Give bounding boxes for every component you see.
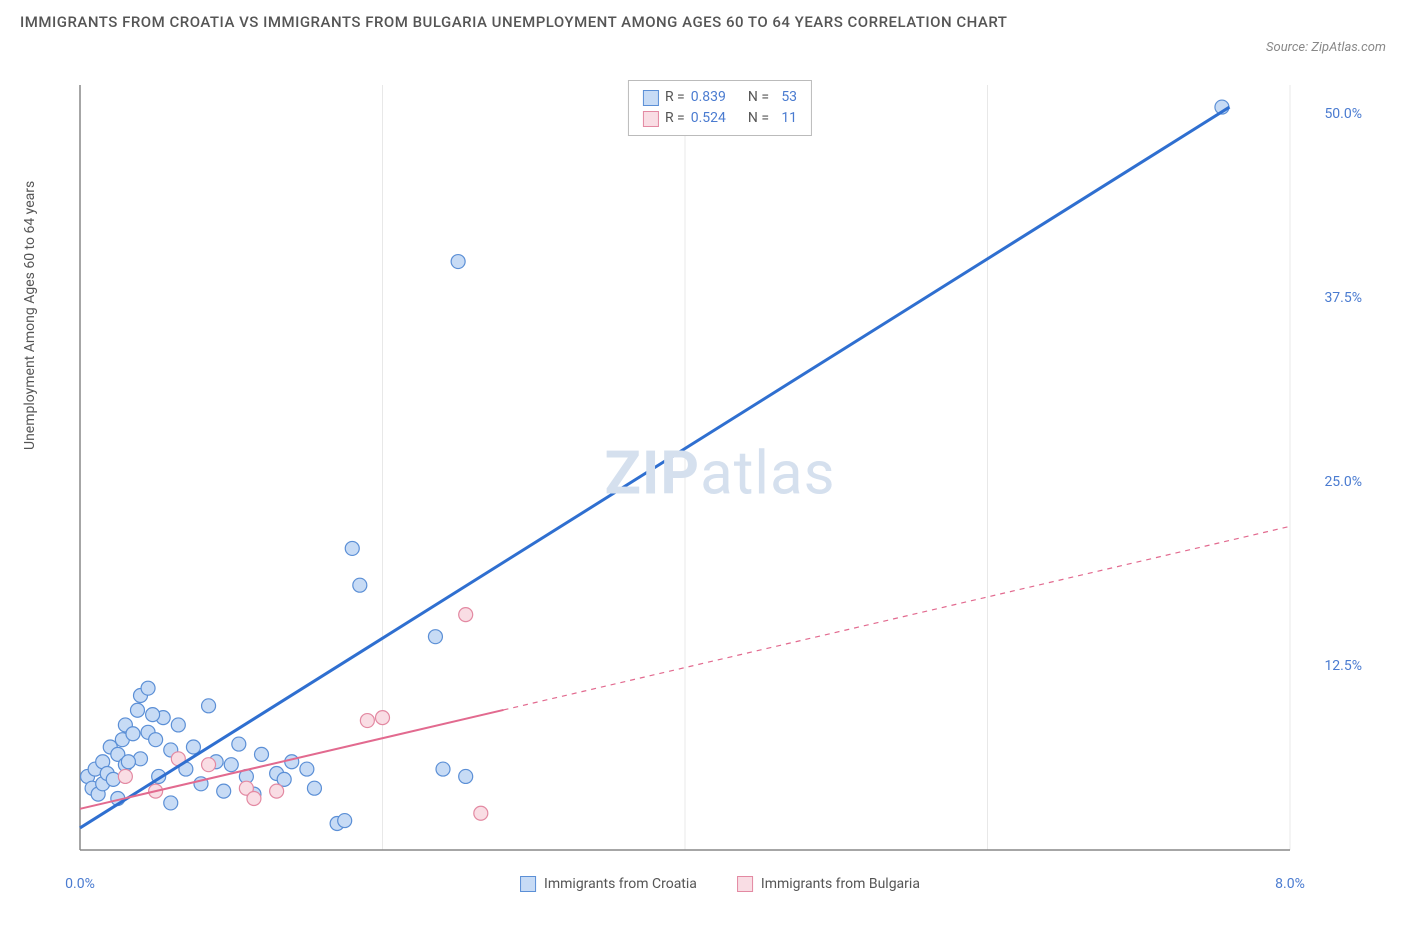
legend-n-label: N = (748, 87, 769, 108)
source-attribution: Source: ZipAtlas.com (1266, 40, 1386, 55)
y-tick-label: 50.0% (1324, 106, 1362, 122)
series-legend-item: Immigrants from Bulgaria (737, 876, 920, 892)
legend-n-value: 53 (775, 87, 797, 108)
series-legend-item: Immigrants from Croatia (520, 876, 697, 892)
legend-r-value: 0.524 (691, 108, 726, 129)
chart-plot-area: ZIPatlas R = 0.839 N = 53 R = 0.524 N = … (70, 75, 1370, 870)
legend-swatch (520, 876, 536, 892)
legend-stat-row: R = 0.524 N = 11 (643, 108, 797, 129)
y-tick-label: 12.5% (1324, 658, 1362, 674)
series-legend-label: Immigrants from Bulgaria (761, 876, 920, 892)
series-legend: Immigrants from Croatia Immigrants from … (520, 876, 920, 892)
legend-swatch (737, 876, 753, 892)
legend-r-label: R = (665, 108, 685, 129)
legend-r-value: 0.839 (691, 87, 726, 108)
x-tick-label: 0.0% (65, 876, 95, 892)
y-axis-label: Unemployment Among Ages 60 to 64 years (22, 181, 38, 450)
series-legend-label: Immigrants from Croatia (544, 876, 697, 892)
legend-swatch (643, 111, 659, 127)
legend-n-label: N = (748, 108, 769, 129)
legend-r-label: R = (665, 87, 685, 108)
scatter-plot-svg (70, 75, 1370, 870)
legend-swatch (643, 90, 659, 106)
chart-title: IMMIGRANTS FROM CROATIA VS IMMIGRANTS FR… (20, 10, 1007, 34)
y-tick-label: 37.5% (1324, 290, 1362, 306)
legend-n-value: 11 (775, 108, 797, 129)
x-tick-label: 8.0% (1275, 876, 1305, 892)
y-tick-label: 25.0% (1324, 474, 1362, 490)
legend-stat-row: R = 0.839 N = 53 (643, 87, 797, 108)
stats-legend-box: R = 0.839 N = 53 R = 0.524 N = 11 (628, 80, 812, 136)
